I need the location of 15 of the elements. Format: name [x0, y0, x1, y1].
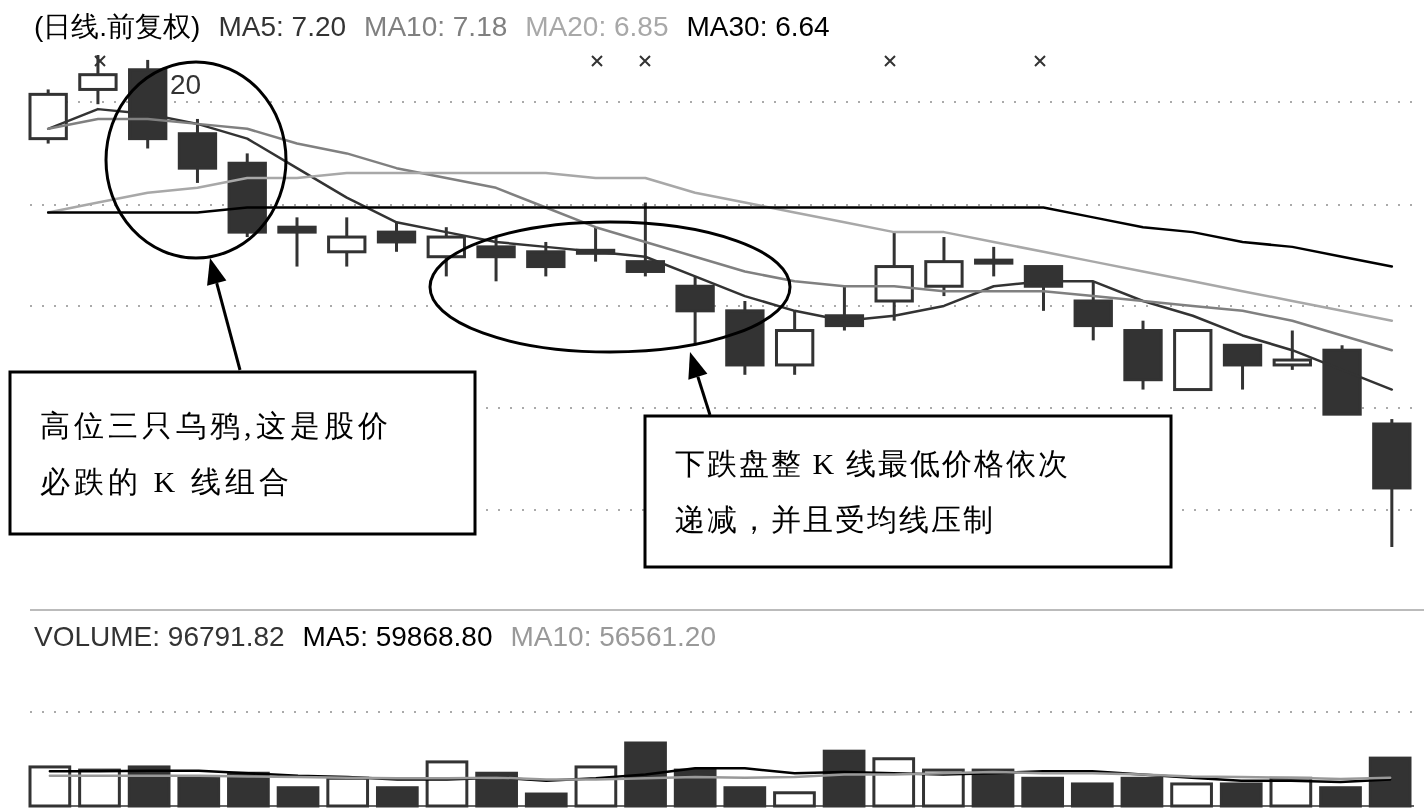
candlestick — [874, 232, 914, 321]
candlestick — [277, 217, 317, 267]
annotation: 高位三只乌鸦,这是股价必跌的 K 线组合 — [40, 408, 392, 498]
candlestick — [327, 217, 367, 267]
chart-title: (日线.前复权) — [34, 11, 201, 42]
text: VOLUME: 96791.82 — [34, 621, 285, 652]
text: MA30: 6.64 — [686, 11, 830, 42]
candlestick — [774, 310, 815, 375]
text: MA10: 7.18 — [364, 11, 508, 42]
text: MA20: 6.85 — [525, 11, 669, 42]
text: MA10: 56561.20 — [510, 621, 717, 652]
text: MA5: 59868.80 — [302, 621, 493, 652]
annotation: 下跌盘整 K 线最低价格依次递减，并且受均线压制 — [675, 447, 1070, 536]
annotation: 20 — [170, 69, 202, 100]
text: MA5: 7.20 — [218, 11, 347, 42]
